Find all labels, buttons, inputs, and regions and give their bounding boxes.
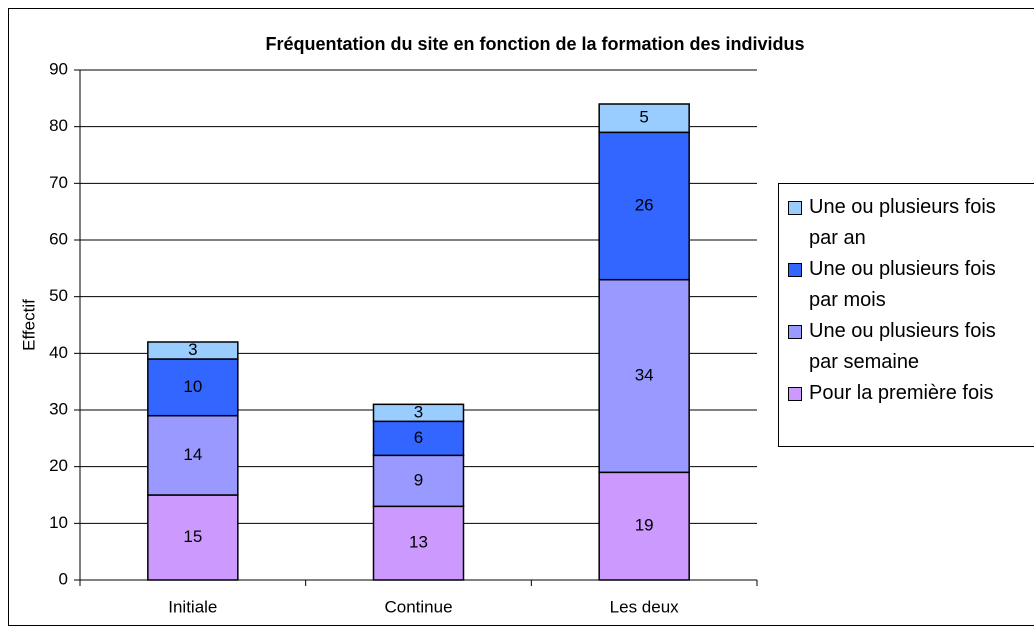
legend-swatch <box>788 201 802 215</box>
y-tick-label: 60 <box>49 229 68 248</box>
y-axis-label: Effectif <box>19 299 38 351</box>
y-tick-label: 0 <box>59 569 68 588</box>
y-tick-label: 80 <box>49 116 68 135</box>
legend-item: Une ou plusieurs fois par mois <box>788 254 1034 316</box>
data-label: 26 <box>635 195 654 214</box>
y-tick-label: 50 <box>49 286 68 305</box>
legend-swatch <box>788 325 802 339</box>
legend-label: Une ou plusieurs fois par an <box>809 196 996 249</box>
y-tick-label: 90 <box>49 59 68 78</box>
x-tick-label: Initiale <box>168 597 217 616</box>
legend-swatch <box>788 263 802 277</box>
data-label: 3 <box>188 340 197 359</box>
data-label: 34 <box>635 365 654 384</box>
data-label: 15 <box>183 527 202 546</box>
data-label: 9 <box>414 470 423 489</box>
data-label: 19 <box>635 516 654 535</box>
data-label: 14 <box>183 445 202 464</box>
legend-label: Une ou plusieurs fois par mois <box>809 258 996 311</box>
bar-segment <box>372 454 465 508</box>
y-tick-label: 30 <box>49 399 68 418</box>
legend-label: Une ou plusieurs fois par semaine <box>809 320 996 373</box>
y-tick-label: 40 <box>49 343 68 362</box>
legend-label: Pour la première fois <box>809 382 994 404</box>
data-label: 3 <box>414 402 423 421</box>
bar-segment <box>147 341 239 360</box>
chart-title: Fréquentation du site en fonction de la … <box>265 34 804 54</box>
bar-segment <box>372 403 465 423</box>
x-tick-label: Continue <box>384 597 452 616</box>
legend-item: Une ou plusieurs fois par semaine <box>788 316 1034 378</box>
bar-segment <box>147 494 239 581</box>
bar-segment <box>147 358 239 417</box>
y-tick-label: 70 <box>49 173 68 192</box>
data-label: 5 <box>639 108 648 127</box>
y-tick-label: 10 <box>49 513 68 532</box>
legend-item: Une ou plusieurs fois par an <box>788 192 1034 254</box>
bar-segment <box>598 278 690 474</box>
data-label: 10 <box>183 377 202 396</box>
x-tick-label: Les deux <box>610 597 679 616</box>
data-label: 6 <box>414 428 423 447</box>
legend-item: Pour la première fois <box>788 378 1034 409</box>
data-label: 13 <box>409 533 428 552</box>
bar-segment <box>598 471 690 581</box>
legend: Une ou plusieurs fois par an Une ou plusi… <box>778 183 1034 447</box>
y-tick-label: 20 <box>49 456 68 475</box>
legend-swatch <box>788 387 802 401</box>
bar-segment <box>372 420 465 457</box>
bar-segment <box>598 103 690 134</box>
bar-segment <box>372 505 465 581</box>
